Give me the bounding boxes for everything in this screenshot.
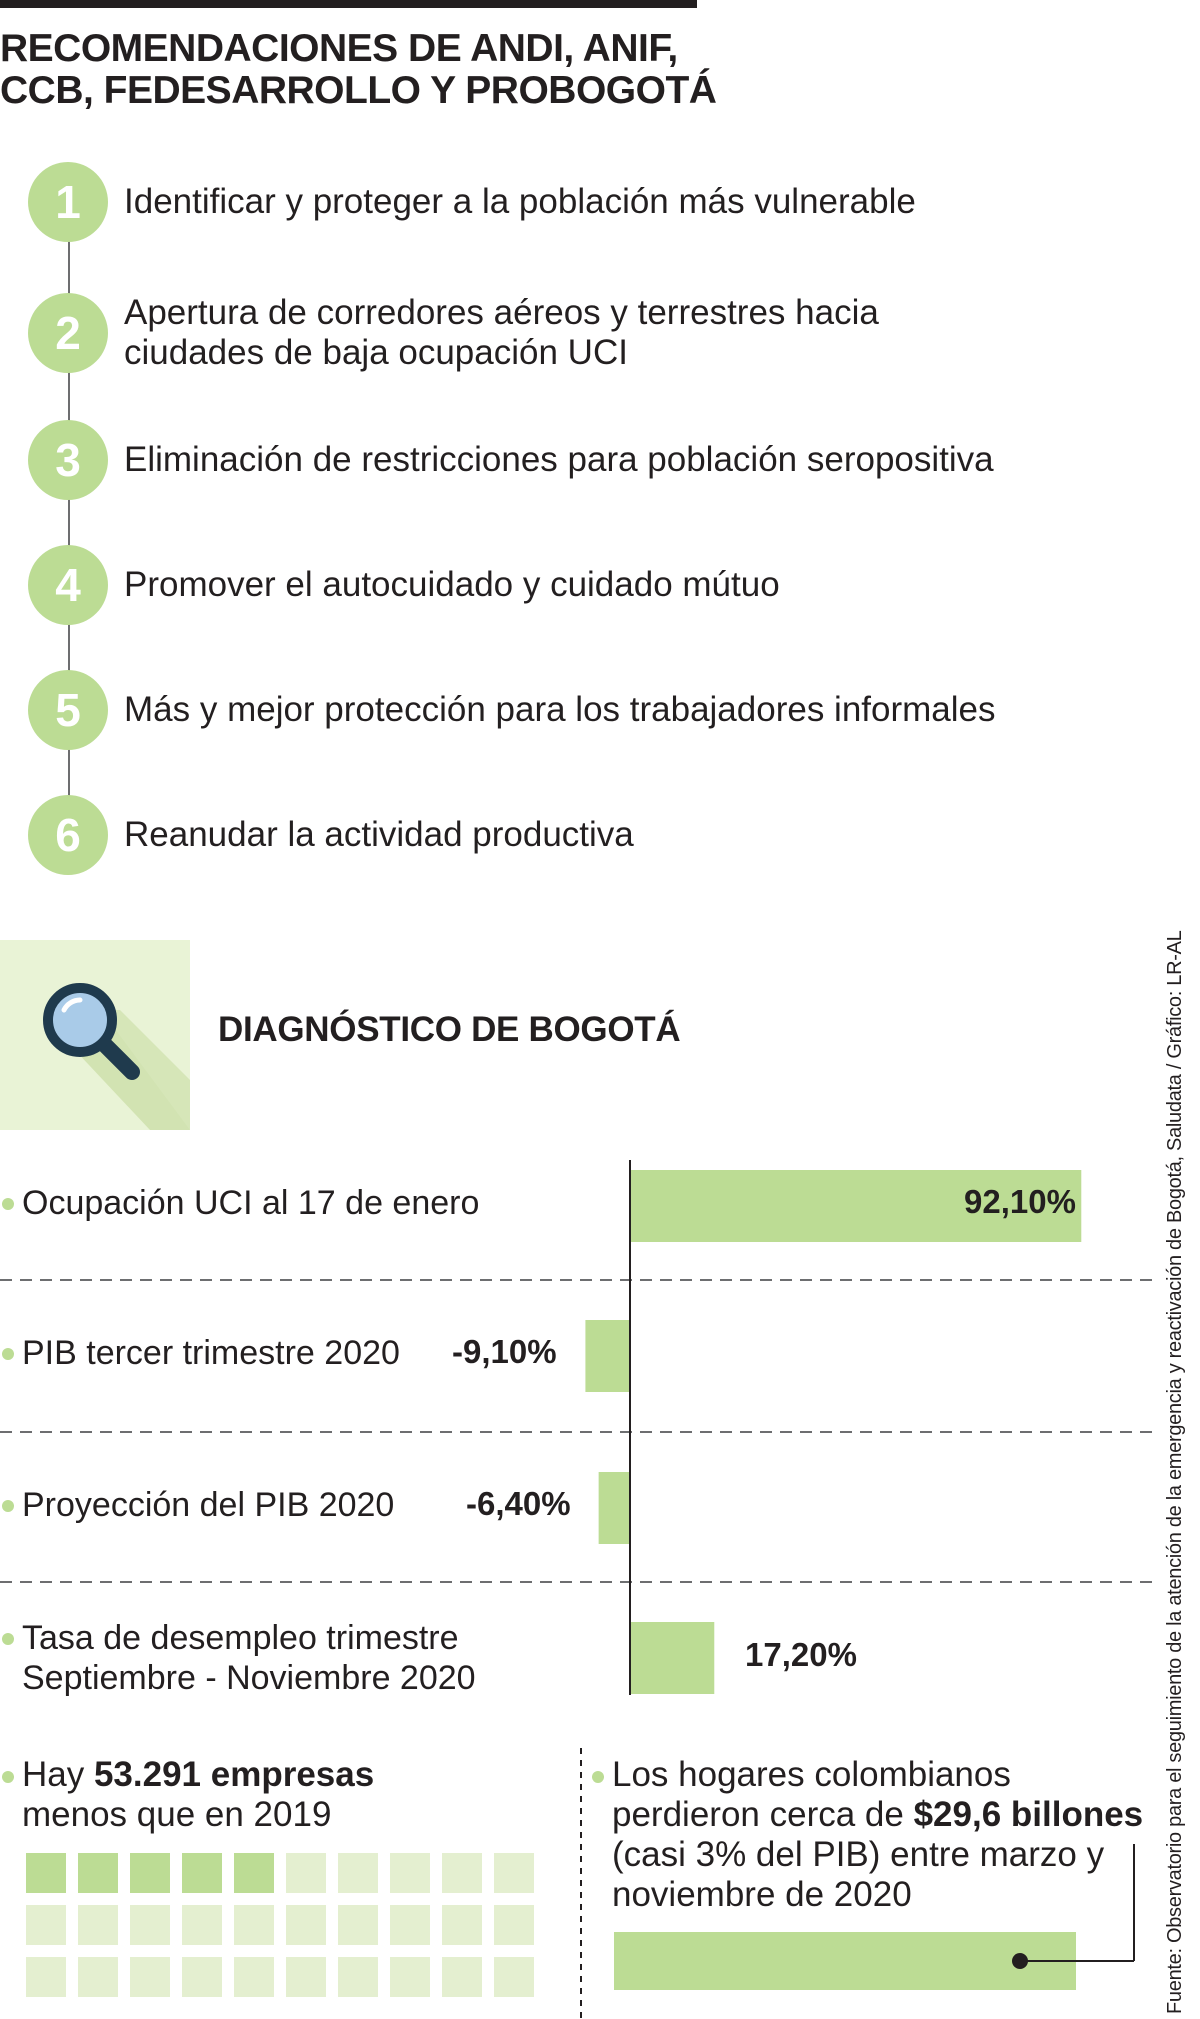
bar-value-label: -6,40% — [466, 1485, 571, 1522]
diagnosis-bar-chart — [0, 1160, 1160, 1695]
grid-cell — [494, 1905, 534, 1945]
grid-cell — [234, 1905, 274, 1945]
grid-cell — [78, 1853, 118, 1893]
grid-cell — [130, 1853, 170, 1893]
companies-highlight: 53.291 empresas — [93, 1755, 375, 1794]
grid-cell — [338, 1957, 378, 1997]
grid-cell — [130, 1905, 170, 1945]
grid-cell — [234, 1957, 274, 1997]
grid-cell — [26, 1957, 66, 1997]
top-rule — [0, 0, 697, 8]
bullet-dot — [592, 1771, 604, 1783]
grid-cell — [442, 1905, 482, 1945]
recommendation-item: 6 Reanudar la actividad productiva — [28, 795, 1128, 875]
bar-1 — [585, 1320, 630, 1392]
recommendation-item: 4 Promover el autocuidado y cuidado mútu… — [28, 545, 1128, 625]
grid-cell — [182, 1853, 222, 1893]
grid-cell — [182, 1957, 222, 1997]
page-title: RECOMENDACIONES DE ANDI, ANIF, CCB, FEDE… — [0, 27, 717, 112]
bullet-dot — [2, 1348, 14, 1360]
households-highlight: $29,6 billones — [913, 1795, 1144, 1834]
bullet-dot — [2, 1771, 14, 1783]
source-note: Fuente: Observatorio para el seguimiento… — [1164, 930, 1186, 2014]
bar-2 — [598, 1472, 630, 1544]
bar-value-label: 17,20% — [745, 1636, 857, 1673]
bar-category-label: Tasa de desempleo trimestre Septiembre -… — [2, 1618, 542, 1698]
households-note: Los hogares colombianos perdieron cerca … — [612, 1755, 1144, 1914]
bar-category-label: Proyección del PIB 2020 — [2, 1485, 394, 1525]
grid-cell — [494, 1853, 534, 1893]
recommendation-item: 2 Apertura de corredores aéreos y terres… — [28, 293, 1128, 373]
bar-value-label: 92,10% — [964, 1183, 1076, 1220]
recommendation-number: 2 — [28, 293, 108, 373]
timeline-line — [68, 200, 70, 840]
grid-cell — [390, 1957, 430, 1997]
grid-cell — [286, 1957, 326, 1997]
recommendation-item: 5 Más y mejor protección para los trabaj… — [28, 670, 1128, 750]
households-bar — [614, 1844, 1135, 1990]
grid-cell — [338, 1853, 378, 1893]
bar-3 — [630, 1622, 715, 1694]
grid-cell — [442, 1853, 482, 1893]
grid-cell — [78, 1957, 118, 1997]
grid-cell — [26, 1905, 66, 1945]
recommendation-text: Apertura de corredores aéreos y terrestr… — [124, 293, 879, 372]
recommendation-text: Más y mejor protección para los trabajad… — [124, 690, 996, 729]
recommendation-text: Eliminación de restricciones para poblac… — [124, 440, 994, 479]
grid-cell — [286, 1905, 326, 1945]
bar-category-label: Ocupación UCI al 17 de enero — [2, 1183, 479, 1223]
grid-cell — [234, 1853, 274, 1893]
grid-cell — [130, 1957, 170, 1997]
grid-cell — [286, 1853, 326, 1893]
grid-cell — [442, 1957, 482, 1997]
recommendation-number: 3 — [28, 420, 108, 500]
recommendation-text: Promover el autocuidado y cuidado mútuo — [124, 565, 780, 604]
diagnosis-icon-box — [0, 940, 190, 1130]
recommendation-number: 6 — [28, 795, 108, 875]
recommendation-number: 1 — [28, 162, 108, 242]
grid-cell — [390, 1905, 430, 1945]
bar-value-label: -9,10% — [452, 1333, 557, 1370]
bullet-dot — [2, 1198, 14, 1210]
recommendation-item: 3 Eliminación de restricciones para pobl… — [28, 420, 1128, 500]
recommendation-text: Identificar y proteger a la población má… — [124, 182, 916, 221]
section-divider — [580, 1748, 582, 2018]
recommendation-item: 1 Identificar y proteger a la población … — [28, 162, 1128, 242]
grid-cell — [494, 1957, 534, 1997]
diagnosis-title: DIAGNÓSTICO DE BOGOTÁ — [218, 1010, 681, 1049]
recommendation-number: 5 — [28, 670, 108, 750]
grid-cell — [26, 1853, 66, 1893]
grid-cell — [182, 1905, 222, 1945]
bullet-dot — [2, 1633, 14, 1645]
recommendation-number: 4 — [28, 545, 108, 625]
recommendation-text: Reanudar la actividad productiva — [124, 815, 634, 854]
grid-cell — [390, 1853, 430, 1893]
grid-cell — [338, 1905, 378, 1945]
households-bar-fill — [614, 1932, 1076, 1990]
households-bar-marker — [1012, 1953, 1028, 1969]
magnifying-glass-icon — [43, 983, 190, 1130]
bar-category-label: PIB tercer trimestre 2020 — [2, 1333, 400, 1373]
grid-cell — [78, 1905, 118, 1945]
companies-note: Hay 53.291 empresas menos que en 2019 — [22, 1755, 375, 1834]
bullet-dot — [2, 1500, 14, 1512]
bar-0 — [630, 1170, 1082, 1242]
